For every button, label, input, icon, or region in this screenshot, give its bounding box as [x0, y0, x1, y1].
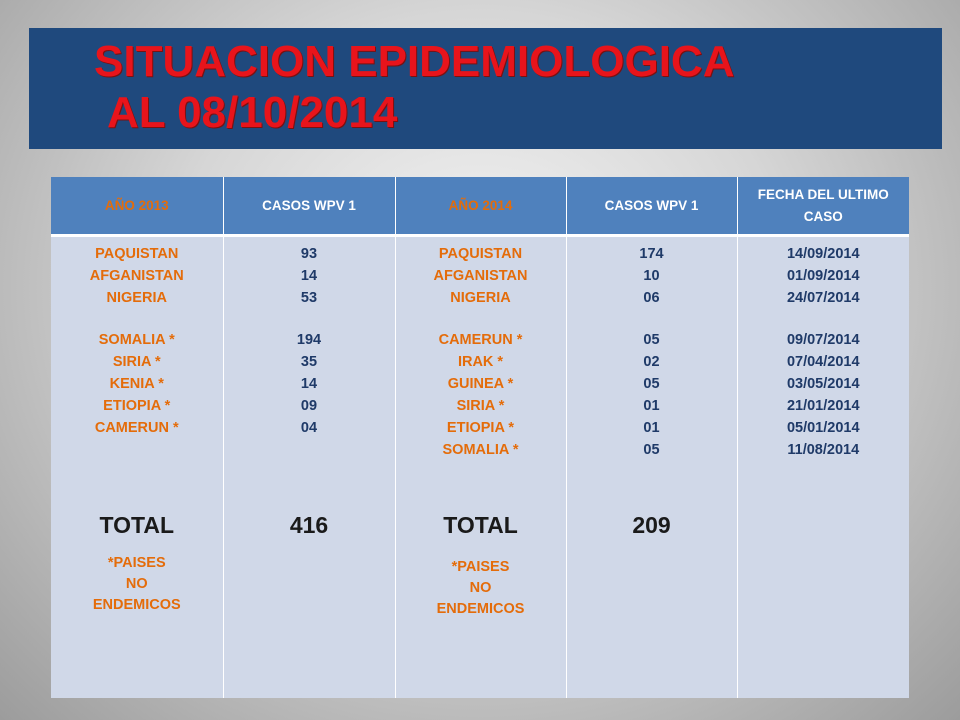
cases-2014-value: 06 [643, 290, 660, 306]
last-case-date: 09/07/2014 [786, 332, 860, 348]
country-2013: ETIOPIA * [103, 398, 171, 414]
country-2014: GUINEA * [447, 376, 514, 392]
country-2013: PAQUISTAN [95, 246, 179, 262]
country-2014: CAMERUN * [438, 332, 523, 348]
last-case-date: 01/09/2014 [786, 268, 860, 284]
cases-2013-value: 93 [300, 246, 318, 262]
cases-2014-value: 10 [643, 268, 660, 284]
cases-2013-cell: 93 14 53 194 35 14 09 04 416 [223, 235, 396, 698]
title-banner: SITUACION EPIDEMIOLOGICA AL 08/10/2014 [29, 28, 942, 149]
country-2014: SIRIA * [456, 398, 505, 414]
last-case-date: 07/04/2014 [786, 354, 860, 370]
last-case-date: 03/05/2014 [786, 376, 860, 392]
epidemiology-table: AÑO 2013 CASOS WPV 1 AÑO 2014 CASOS WPV … [51, 177, 909, 698]
total-label-2014: TOTAL [443, 512, 518, 538]
cases-2013-value: 04 [300, 420, 318, 436]
cases-2014-value: 05 [643, 332, 660, 348]
country-2014: AFGANISTAN [433, 268, 528, 284]
last-case-date: 24/07/2014 [786, 290, 860, 306]
header-last-case-date: FECHA DEL ULTIMO CASO [737, 177, 909, 237]
cases-2014-value: 174 [639, 246, 664, 262]
country-2013: CAMERUN * [94, 420, 179, 436]
last-case-date: 21/01/2014 [786, 398, 860, 414]
cases-2014-cell: 174 10 06 05 02 05 01 01 05 209 [566, 235, 738, 698]
non-endemic-note-2013: ENDEMICOS [92, 597, 181, 613]
non-endemic-note-2014: NO [469, 580, 492, 596]
last-case-date: 05/01/2014 [786, 420, 860, 436]
non-endemic-note-2013: *PAISES [107, 555, 166, 571]
total-2013-value: 416 [289, 512, 329, 538]
cases-2014-value: 02 [643, 354, 660, 370]
cases-2014-value: 01 [643, 420, 660, 436]
countries-2014-cell: PAQUISTAN AFGANISTAN NIGERIA CAMERUN * I… [395, 235, 567, 698]
non-endemic-note-2013: NO [125, 576, 148, 592]
header-year-2013: AÑO 2013 [51, 177, 224, 237]
cases-2013-value: 53 [300, 290, 318, 306]
title-line-1: SITUACION EPIDEMIOLOGICA [94, 37, 735, 86]
country-2013: KENIA * [109, 376, 164, 392]
cases-2014-value: 05 [643, 376, 660, 392]
cases-2013-value: 35 [300, 354, 318, 370]
total-label-2013: TOTAL [99, 512, 175, 538]
header-cases-2013: CASOS WPV 1 [223, 177, 396, 237]
country-2013: NIGERIA [106, 290, 167, 306]
country-2014: SOMALIA * [442, 442, 519, 458]
table-row: PAQUISTAN AFGANISTAN NIGERIA SOMALIA * S… [51, 235, 909, 698]
cases-2014-value: 01 [643, 398, 660, 414]
non-endemic-note-2014: ENDEMICOS [436, 601, 525, 617]
last-case-date: 14/09/2014 [786, 246, 860, 262]
last-case-date: 11/08/2014 [787, 442, 860, 458]
header-cases-2014: CASOS WPV 1 [566, 177, 738, 237]
countries-2013-cell: PAQUISTAN AFGANISTAN NIGERIA SOMALIA * S… [51, 235, 224, 698]
table-header-row: AÑO 2013 CASOS WPV 1 AÑO 2014 CASOS WPV … [51, 177, 909, 237]
cases-2014-value: 05 [643, 442, 660, 458]
total-2014-value: 209 [632, 512, 671, 538]
cases-2013-value: 09 [300, 398, 318, 414]
country-2014: IRAK * [457, 354, 504, 370]
title-line-2: AL 08/10/2014 [107, 88, 398, 137]
country-2013: SOMALIA * [98, 332, 175, 348]
country-2014: ETIOPIA * [446, 420, 515, 436]
country-2014: NIGERIA [450, 290, 511, 306]
country-2013: SIRIA * [112, 354, 161, 370]
last-case-date-cell: 14/09/2014 01/09/2014 24/07/2014 09/07/2… [737, 235, 909, 698]
cases-2013-value: 14 [300, 376, 318, 392]
cases-2013-value: 14 [300, 268, 318, 284]
country-2013: AFGANISTAN [89, 268, 184, 284]
header-year-2014: AÑO 2014 [395, 177, 567, 237]
country-2014: PAQUISTAN [438, 246, 523, 262]
cases-2013-value: 194 [296, 332, 322, 348]
non-endemic-note-2014: *PAISES [451, 559, 510, 575]
